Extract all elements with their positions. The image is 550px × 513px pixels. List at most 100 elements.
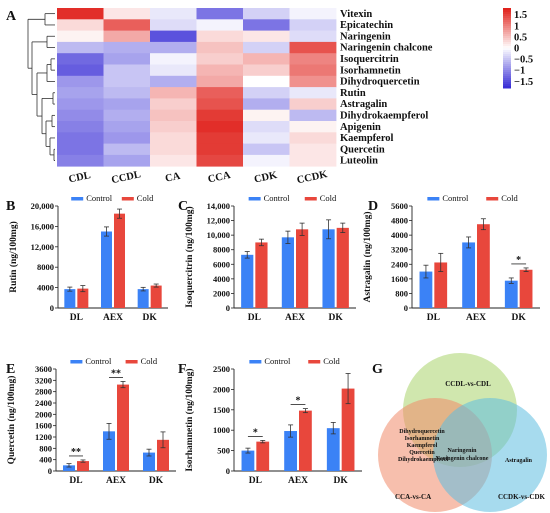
y-tick-label: 4000 bbox=[213, 274, 230, 284]
heatmap-cell bbox=[196, 98, 244, 111]
heatmap-row-label: Rutin bbox=[340, 88, 366, 99]
scale-swatch bbox=[503, 78, 511, 81]
heatmap-cell bbox=[150, 121, 197, 133]
legend-label: Cold bbox=[137, 193, 154, 203]
y-axis-label: Rutin (ng/100mg) bbox=[8, 221, 19, 293]
x-tick-label: AEX bbox=[103, 313, 123, 323]
x-tick-label: DK bbox=[334, 476, 349, 486]
legend-label: Cold bbox=[141, 356, 158, 366]
heatmap-cell bbox=[150, 53, 197, 65]
heatmap-cell bbox=[150, 154, 197, 167]
bar bbox=[101, 231, 112, 308]
heatmap-cell bbox=[196, 132, 244, 144]
heatmap-cell bbox=[289, 87, 337, 99]
scale-tick-label: 1.5 bbox=[514, 10, 527, 21]
bar bbox=[434, 262, 448, 308]
bar bbox=[336, 227, 349, 308]
scale-swatch bbox=[503, 72, 511, 75]
scale-swatch bbox=[503, 26, 511, 29]
venn-set-label: CCDL-vs-CDL bbox=[445, 380, 491, 388]
scale-swatch bbox=[503, 80, 511, 83]
venn-set-label: CCA-vs-CA bbox=[395, 493, 431, 501]
legend-label: Cold bbox=[320, 193, 337, 203]
legend-label: Control bbox=[264, 193, 291, 203]
heatmap bbox=[57, 8, 337, 167]
heatmap-cell bbox=[289, 53, 337, 65]
venn-region-item: Quercetin bbox=[409, 450, 435, 456]
scale-swatch bbox=[503, 32, 511, 35]
heatmap-cell bbox=[243, 121, 290, 133]
heatmap-cell bbox=[57, 121, 104, 133]
panel-letter-g: G bbox=[372, 362, 383, 377]
heatmap-cell bbox=[196, 75, 244, 88]
heatmap-cell bbox=[103, 19, 151, 31]
heatmap-cell bbox=[103, 109, 151, 122]
scale-swatch bbox=[503, 30, 511, 33]
y-tick-label: 8000 bbox=[37, 262, 54, 272]
venn-region-item: Astragalin bbox=[505, 458, 533, 464]
heatmap-cell bbox=[57, 75, 104, 88]
heatmap-cell bbox=[289, 154, 337, 167]
scale-swatch bbox=[503, 16, 511, 19]
bar bbox=[103, 431, 115, 471]
scale-swatch bbox=[503, 74, 511, 77]
bar bbox=[477, 224, 490, 308]
y-tick-label: 2800 bbox=[35, 387, 52, 397]
scale-swatch bbox=[503, 18, 511, 21]
significance-label: ** bbox=[71, 447, 81, 458]
bar bbox=[326, 428, 340, 471]
heatmap-cell bbox=[243, 41, 290, 54]
scale-swatch bbox=[503, 76, 511, 79]
heatmap-cell bbox=[196, 109, 244, 122]
bar bbox=[137, 289, 149, 308]
scale-swatch bbox=[503, 86, 511, 89]
scale-swatch bbox=[503, 28, 511, 31]
significance-label: ** bbox=[111, 368, 121, 379]
heatmap-row-label: Astragalin bbox=[340, 99, 387, 110]
heatmap-cell bbox=[196, 64, 244, 77]
bar bbox=[241, 450, 255, 471]
x-tick-label: AEX bbox=[285, 313, 305, 323]
heatmap-cell bbox=[196, 30, 244, 43]
heatmap-cell bbox=[289, 143, 337, 156]
x-tick-label: AEX bbox=[466, 313, 486, 323]
heatmap-cell bbox=[103, 64, 151, 77]
legend-swatch bbox=[121, 197, 134, 201]
heatmap-cell bbox=[150, 19, 197, 31]
bar bbox=[117, 384, 129, 471]
heatmap-cell bbox=[243, 53, 290, 65]
heatmap-cell bbox=[103, 30, 151, 43]
color-scale: 1.510.50−0.5−1−1.5 bbox=[503, 8, 533, 89]
panel-letter-d: D bbox=[368, 199, 378, 214]
heatmap-cell bbox=[243, 132, 290, 144]
scale-swatch bbox=[503, 66, 511, 69]
y-tick-label: 2000 bbox=[35, 409, 52, 419]
scale-tick-label: 0.5 bbox=[514, 32, 527, 43]
scale-swatch bbox=[503, 24, 511, 27]
x-tick-label: DL bbox=[249, 476, 262, 486]
y-axis-label: Quercetin (ng/100mg) bbox=[6, 376, 17, 465]
legend-label: Control bbox=[442, 193, 469, 203]
heatmap-cell bbox=[150, 41, 197, 54]
bar bbox=[256, 441, 270, 471]
heatmap-cell bbox=[243, 30, 290, 43]
heatmap-cell bbox=[150, 75, 197, 88]
y-tick-label: 4000 bbox=[37, 283, 54, 293]
y-tick-label: 10,000 bbox=[207, 230, 230, 240]
y-tick-label: 5600 bbox=[391, 201, 408, 211]
heatmap-cell bbox=[103, 143, 151, 156]
bar bbox=[519, 269, 533, 308]
bar bbox=[462, 242, 475, 308]
heatmap-cell bbox=[150, 30, 197, 43]
heatmap-cell bbox=[196, 143, 244, 156]
heatmap-cell bbox=[243, 98, 290, 111]
scale-swatch bbox=[503, 38, 511, 41]
y-tick-label: 0 bbox=[226, 303, 230, 313]
y-tick-label: 1200 bbox=[35, 432, 52, 442]
bar bbox=[157, 439, 169, 471]
scale-swatch bbox=[503, 62, 511, 65]
heatmap-row-label: Vitexin bbox=[340, 9, 372, 20]
legend-swatch bbox=[71, 197, 84, 201]
scale-swatch bbox=[503, 50, 511, 53]
heatmap-cell bbox=[57, 64, 104, 77]
